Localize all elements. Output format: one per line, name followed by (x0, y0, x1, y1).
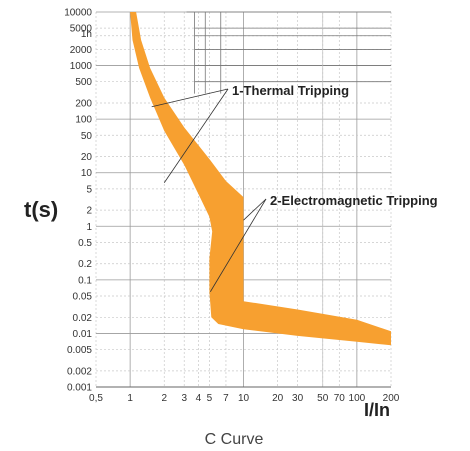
y-tick-label-7: 0.2 (78, 259, 92, 270)
tripping-band (130, 12, 391, 346)
y-tick-label-18: 1000 (70, 61, 93, 72)
x-tick-label-1: 1 (127, 393, 133, 404)
x-tick-label-3: 3 (181, 393, 187, 404)
y-tick-label-0: 0.001 (67, 383, 92, 394)
x-tick-label-5: 5 (207, 393, 213, 404)
annotation-leader-1-1 (210, 198, 267, 292)
x-tick-label-13: 200 (383, 393, 400, 404)
y-tick-label-11: 5 (86, 184, 92, 195)
y-tick-label-21: 5000 (70, 24, 93, 35)
x-tick-label-8: 20 (272, 393, 284, 404)
x-axis: 0,5 1 2 3 4 5 7 10 20 30 50 70 100 200 (89, 386, 400, 404)
y-tick-label-2: 0.005 (67, 345, 92, 356)
y-tick-label-8: 0.5 (78, 238, 92, 249)
y-axis-label: t(s) (24, 197, 58, 222)
annotation-label-0: 1-Thermal Tripping (232, 83, 349, 98)
top-right-grid-box (186, 11, 391, 387)
x-tick-label-9: 30 (292, 393, 304, 404)
y-tick-label-3: 0.01 (73, 329, 93, 340)
x-tick-label-4: 4 (196, 393, 202, 404)
y-tick-label-17: 500 (75, 77, 92, 88)
annotation-leader-0-0 (151, 88, 229, 108)
y-tick-label-10: 2 (86, 206, 92, 217)
y-tick-label-9: 1 (86, 222, 92, 233)
y-tick-label-5: 0.05 (73, 291, 93, 302)
y-tick-label-14: 50 (81, 131, 93, 142)
annotation-label-1: 2-Electromagnetic Tripping (270, 193, 438, 208)
x-tick-label-10: 50 (317, 393, 329, 404)
y-tick-label-22: 10000 (64, 8, 92, 19)
x-tick-label-6: 7 (223, 393, 229, 404)
y-tick-label-19: 2000 (70, 45, 93, 56)
x-tick-label-2: 2 (161, 393, 167, 404)
x-tick-label-11: 70 (334, 393, 346, 404)
y-tick-label-4: 0.02 (73, 313, 93, 324)
y-axis: 0.001 0.002 0.005 0.01 0.02 0.05 0.1 0.2 0.5 1 2 5 1… (64, 8, 92, 394)
annotations: 1-Thermal Tripping 2-Electromagnetic Trip… (151, 83, 438, 292)
x-tick-label-0: 0,5 (89, 393, 103, 404)
annotation-leader-1-0 (243, 198, 267, 221)
y-tick-label-1: 0.002 (67, 366, 92, 377)
y-tick-label-12: 10 (81, 168, 93, 179)
y-tick-label-20: 1h (81, 29, 92, 40)
x-tick-label-12: 100 (349, 393, 366, 404)
y-tick-label-6: 0.1 (78, 275, 92, 286)
x-tick-label-7: 10 (238, 393, 250, 404)
chart-caption: C Curve (205, 431, 264, 448)
annotation-leader-0-1 (163, 88, 229, 183)
x-axis-label: I/In (364, 400, 390, 420)
y-tick-label-16: 200 (75, 99, 92, 110)
y-tick-label-15: 100 (75, 115, 92, 126)
y-tick-label-13: 20 (81, 152, 93, 163)
